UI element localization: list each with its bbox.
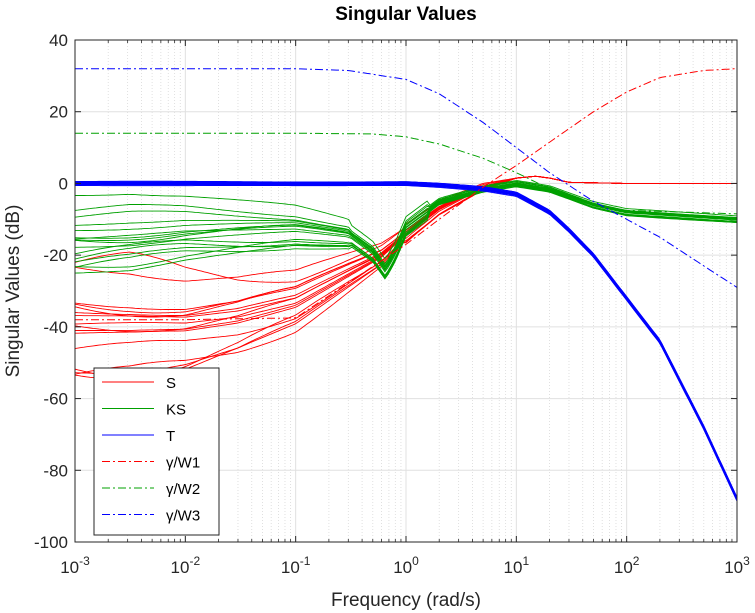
- series-line-ks-5: [75, 185, 737, 280]
- series-line-ks-13: [75, 181, 737, 267]
- series-line-w2: [75, 132, 737, 215]
- axis-ticks: [74, 39, 738, 543]
- series-line-ks-4: [75, 184, 737, 273]
- series-line-ks-15: [75, 183, 737, 271]
- legend-label: γ/W2: [166, 481, 200, 498]
- y-tick-label: -100: [34, 533, 68, 552]
- series-line-t-14: [75, 182, 737, 499]
- y-tick-label: -20: [43, 246, 68, 265]
- legend-label: S: [166, 375, 176, 392]
- y-tick-label: -80: [43, 461, 68, 480]
- legend-label: KS: [166, 402, 186, 419]
- x-tick-label: 101: [504, 554, 530, 577]
- x-tick-label: 10-2: [171, 554, 201, 577]
- legend-box: [93, 367, 220, 536]
- x-tick-labels: 10-3 10-2 10-1 100 101 102 103: [60, 554, 750, 577]
- chart-title: Singular Values: [335, 4, 477, 25]
- y-axis-label: Singular Values (dB): [3, 205, 24, 378]
- series-line-ks-14: [75, 180, 737, 260]
- y-tick-label: 20: [49, 103, 68, 122]
- series-line-ks-12: [75, 186, 737, 280]
- series-line-w1: [75, 68, 737, 321]
- x-tick-label: 10-3: [60, 554, 90, 577]
- x-tick-label: 10-1: [281, 554, 311, 577]
- series-line-t-15: [75, 184, 737, 502]
- y-tick-label: 40: [49, 31, 68, 50]
- series-line-ks-10: [75, 186, 737, 277]
- x-tick-label: 103: [724, 554, 750, 577]
- legend-label: γ/W1: [166, 455, 200, 472]
- y-tick-label: -60: [43, 390, 68, 409]
- legend-label: T: [166, 428, 175, 445]
- series-line-w3: [75, 68, 737, 288]
- y-tick-label: -40: [43, 318, 68, 337]
- x-tick-label: 102: [614, 554, 640, 577]
- y-tick-label: 0: [59, 174, 68, 193]
- legend-label: γ/W3: [166, 508, 200, 525]
- legend: S KS Tγ/W1 γ/W2 γ/W3: [93, 367, 220, 536]
- series-layer: [75, 68, 737, 502]
- x-tick-label: 100: [393, 554, 419, 577]
- y-tick-labels: 40 20 0 -20 -40 -60 -80 -100: [34, 31, 68, 552]
- x-axis-label: Frequency (rad/s): [331, 590, 481, 611]
